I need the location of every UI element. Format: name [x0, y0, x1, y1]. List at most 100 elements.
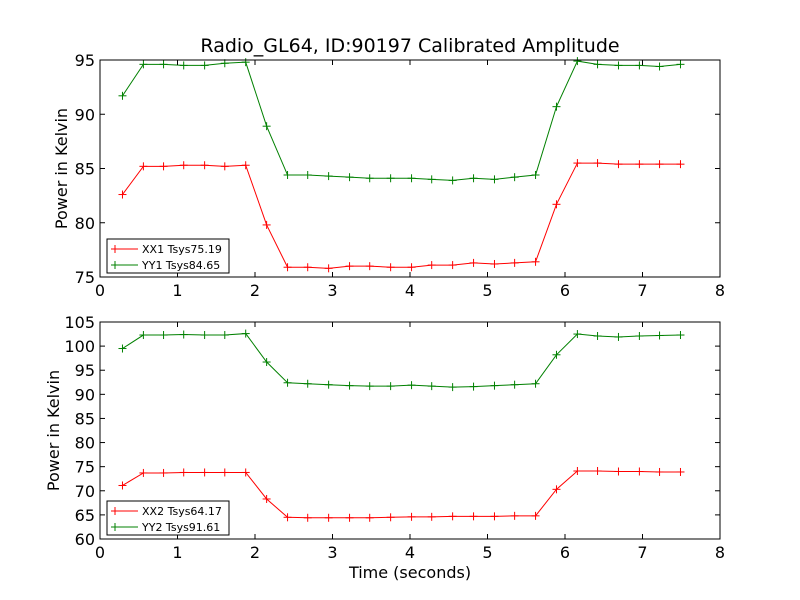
- data-point: [593, 60, 602, 69]
- data-point: [386, 263, 395, 272]
- data-point: [262, 220, 271, 229]
- x-tick-label: 7: [637, 281, 647, 300]
- data-point: [303, 513, 312, 522]
- x-tick-label: 7: [637, 543, 647, 562]
- panel-2: 0 1 2 3 4 5 6 7 8 60 65 70 75 80 85 90 95 100 105 Power in …: [44, 313, 725, 582]
- x-tick-label: 6: [560, 281, 570, 300]
- data-point: [573, 159, 582, 168]
- legend: XX2 Tsys64.17 YY2 Tsys91.61: [106, 500, 230, 536]
- data-point: [345, 381, 354, 390]
- data-point: [448, 176, 457, 185]
- data-point: [655, 160, 664, 169]
- x-tick-label: 8: [715, 543, 725, 562]
- data-point: [283, 263, 292, 272]
- data-point: [220, 162, 229, 171]
- y-tick-label: 75: [75, 268, 95, 287]
- data-point: [552, 485, 561, 494]
- data-point: [303, 263, 312, 272]
- data-point: [262, 358, 271, 367]
- series-line-1: [122, 470, 681, 519]
- y-tick-label: 95: [75, 361, 95, 380]
- data-point: [324, 264, 333, 273]
- data-point: [241, 468, 250, 477]
- data-point: [469, 258, 478, 267]
- x-tick-label: 0: [95, 543, 105, 562]
- data-point: [139, 331, 148, 340]
- series-line-1: [122, 162, 681, 269]
- legend-entry: XX1 Tsys75.19: [142, 243, 222, 256]
- data-point: [676, 467, 685, 476]
- data-point: [283, 378, 292, 387]
- data-point: [241, 58, 250, 67]
- data-point: [179, 330, 188, 339]
- data-point: [200, 331, 209, 340]
- data-point: [573, 330, 582, 339]
- legend-entry: YY1 Tsys84.65: [141, 259, 220, 272]
- data-point: [139, 468, 148, 477]
- data-point: [200, 61, 209, 70]
- x-tick-label: 1: [172, 281, 182, 300]
- x-tick-label: 3: [327, 281, 337, 300]
- x-tick-label: 4: [405, 281, 415, 300]
- x-tick-label: 3: [327, 543, 337, 562]
- y-tick-label: 65: [75, 506, 95, 525]
- data-point: [510, 258, 519, 267]
- data-point: [159, 162, 168, 171]
- data-point: [427, 512, 436, 521]
- data-point: [118, 344, 127, 353]
- data-point: [139, 60, 148, 69]
- data-point: [531, 379, 540, 388]
- data-point: [593, 467, 602, 476]
- data-point: [324, 513, 333, 522]
- data-point: [490, 259, 499, 268]
- series-line-2: [122, 333, 681, 388]
- x-tick-label: 5: [482, 281, 492, 300]
- y-tick-label: 90: [75, 105, 95, 124]
- data-point: [407, 381, 416, 390]
- data-point: [573, 467, 582, 476]
- data-point: [118, 481, 127, 490]
- data-point: [303, 171, 312, 180]
- data-point: [283, 513, 292, 522]
- data-point: [635, 331, 644, 340]
- data-point: [448, 512, 457, 521]
- y-tick-label: 85: [75, 160, 95, 179]
- data-point: [365, 513, 374, 522]
- data-point: [490, 381, 499, 390]
- data-point: [262, 122, 271, 131]
- y-tick-label: 85: [75, 409, 95, 428]
- data-point: [655, 331, 664, 340]
- data-point: [220, 331, 229, 340]
- data-point: [676, 60, 685, 69]
- data-point: [635, 467, 644, 476]
- data-point: [386, 382, 395, 391]
- data-point: [635, 160, 644, 169]
- data-point: [139, 162, 148, 171]
- data-point: [345, 173, 354, 182]
- legend-box: [106, 500, 230, 536]
- data-point: [262, 494, 271, 503]
- data-point: [552, 200, 561, 209]
- data-point: [490, 175, 499, 184]
- data-point: [303, 379, 312, 388]
- data-point: [531, 257, 540, 266]
- data-point: [220, 59, 229, 68]
- data-point: [220, 468, 229, 477]
- panel-1: 0 1 2 3 4 5 6 7 8 75 80 85 90 95 Radio_GL64, ID:90197 …: [52, 35, 725, 300]
- data-point: [469, 382, 478, 391]
- data-point: [179, 468, 188, 477]
- x-tick-label: 0: [95, 281, 105, 300]
- data-point: [552, 350, 561, 359]
- chart-title: Radio_GL64, ID:90197 Calibrated Amplitud…: [200, 35, 619, 57]
- x-tick-label: 2: [250, 543, 260, 562]
- data-point: [614, 61, 623, 70]
- data-point: [448, 261, 457, 270]
- y-tick-label: 100: [64, 337, 95, 356]
- data-point: [386, 174, 395, 183]
- data-point: [345, 513, 354, 522]
- y-tick-label: 80: [75, 214, 95, 233]
- data-point: [676, 331, 685, 340]
- x-tick-label: 1: [172, 543, 182, 562]
